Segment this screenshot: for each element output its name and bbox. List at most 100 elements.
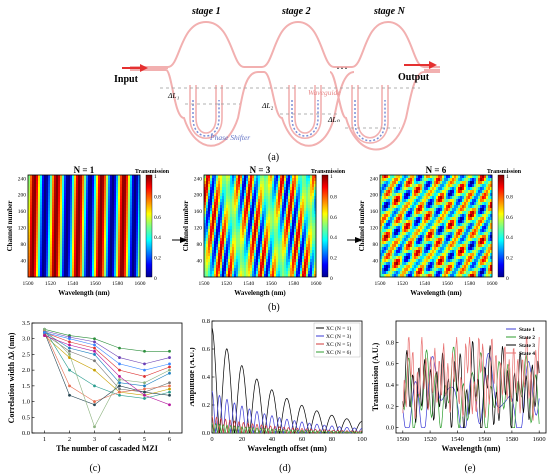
heatmap-cell xyxy=(222,208,225,212)
heatmap-cell xyxy=(292,262,295,266)
heatmap-cell xyxy=(304,175,307,179)
heatmap-cell xyxy=(106,262,109,266)
heatmap-cell xyxy=(298,256,301,260)
heatmap-cell xyxy=(254,181,257,185)
heatmap-cell xyxy=(208,208,211,212)
heatmap-cell xyxy=(138,211,141,215)
heatmap-cell xyxy=(472,217,475,221)
heatmap-cell xyxy=(214,178,217,182)
heatmap-cell xyxy=(236,235,239,239)
heatmap-cell xyxy=(484,190,487,194)
heatmap-cell xyxy=(108,259,111,263)
heatmap-cell xyxy=(122,214,125,218)
heatmap-cell xyxy=(436,187,439,191)
heatmap-cell xyxy=(446,193,449,197)
heatmap-cell xyxy=(72,190,75,194)
stage-2-label: stage 2 xyxy=(281,6,311,17)
heatmap-cell xyxy=(392,229,395,233)
heatmap-cell xyxy=(288,178,291,182)
heatmap-cell xyxy=(280,256,283,260)
heatmap-cell xyxy=(438,184,441,188)
heatmap-cell xyxy=(302,256,305,260)
heatmap-cell xyxy=(50,217,53,221)
heatmap-cell xyxy=(460,211,463,215)
heatmap-cell xyxy=(456,220,459,224)
heatmap-cell xyxy=(138,244,141,248)
heatmap-cell xyxy=(384,193,387,197)
heatmap-cell xyxy=(86,241,89,245)
heatmap-cell xyxy=(224,253,227,257)
heatmap-cell xyxy=(414,232,417,236)
heatmap-cell xyxy=(436,184,439,188)
heatmap-cell xyxy=(308,250,311,254)
heatmap-cell xyxy=(44,187,47,191)
heatmap-cell xyxy=(78,205,81,209)
heatmap-cell xyxy=(310,214,313,218)
heatmap-cell xyxy=(134,268,137,272)
heatmap-cell xyxy=(46,241,49,245)
heatmap-cell xyxy=(240,190,243,194)
heatmap-cell xyxy=(210,274,213,278)
heatmap-cell xyxy=(458,199,461,203)
heatmap-cell xyxy=(390,181,393,185)
heatmap-cell xyxy=(132,265,135,269)
heatmap-cell xyxy=(440,211,443,215)
heatmap-cell xyxy=(44,265,47,269)
heatmap-cell xyxy=(256,208,259,212)
heatmap-cell xyxy=(220,193,223,197)
heatmap-cell xyxy=(294,199,297,203)
heatmap-cell xyxy=(60,196,63,200)
heatmap-cell xyxy=(490,211,493,215)
heatmap-cell xyxy=(246,256,249,260)
heatmap-cell xyxy=(386,220,389,224)
heatmap-cell xyxy=(440,208,443,212)
heatmap-cell xyxy=(88,250,91,254)
heatmap-cell xyxy=(444,232,447,236)
heatmap-cell xyxy=(98,184,101,188)
heatmap-cell xyxy=(442,190,445,194)
heatmap-cell xyxy=(56,217,59,221)
heatmap-cell xyxy=(136,175,139,179)
heatmap-cell xyxy=(66,226,69,230)
heatmap-cell xyxy=(272,217,275,221)
heatmap-cell xyxy=(432,175,435,179)
heatmap-cell xyxy=(450,217,453,221)
heatmap-cell xyxy=(120,208,123,212)
heatmap-cell xyxy=(398,214,401,218)
heatmap-cell xyxy=(232,205,235,209)
heatmap-cell xyxy=(122,235,125,239)
heatmap-cell xyxy=(260,232,263,236)
heatmap-cell xyxy=(472,223,475,227)
heatmap-cell xyxy=(454,190,457,194)
heatmap-cell xyxy=(214,265,217,269)
heatmap-cell xyxy=(138,217,141,221)
heatmap-cell xyxy=(80,220,83,224)
heatmap-cell xyxy=(106,271,109,275)
heatmap-cell xyxy=(436,205,439,209)
heatmap-cell xyxy=(134,271,137,275)
heatmap-cell xyxy=(56,271,59,275)
heatmap-cell xyxy=(246,253,249,257)
heatmap-cell xyxy=(246,244,249,248)
heatmap-cell xyxy=(94,271,97,275)
heatmap-cell xyxy=(284,217,287,221)
heatmap-cell xyxy=(276,223,279,227)
heatmap-cell xyxy=(86,187,89,191)
heatmap-cell xyxy=(58,262,61,266)
heatmap-cell xyxy=(478,178,481,182)
heatmap-cell xyxy=(242,238,245,242)
heatmap-cell xyxy=(252,226,255,230)
heatmap-cell xyxy=(234,247,237,251)
heatmap-cell xyxy=(308,247,311,251)
heatmap-cell xyxy=(446,202,449,206)
heatmap-cell xyxy=(42,262,45,266)
heatmap-cell xyxy=(82,268,85,272)
heatmap-cell xyxy=(282,178,285,182)
heatmap-cell xyxy=(438,205,441,209)
heatmap-cell xyxy=(134,208,137,212)
heatmap-cell xyxy=(118,226,121,230)
heatmap-cell xyxy=(236,247,239,251)
heatmap-cell xyxy=(410,187,413,191)
heatmap-cell xyxy=(106,199,109,203)
heatmap-cell xyxy=(394,196,397,200)
